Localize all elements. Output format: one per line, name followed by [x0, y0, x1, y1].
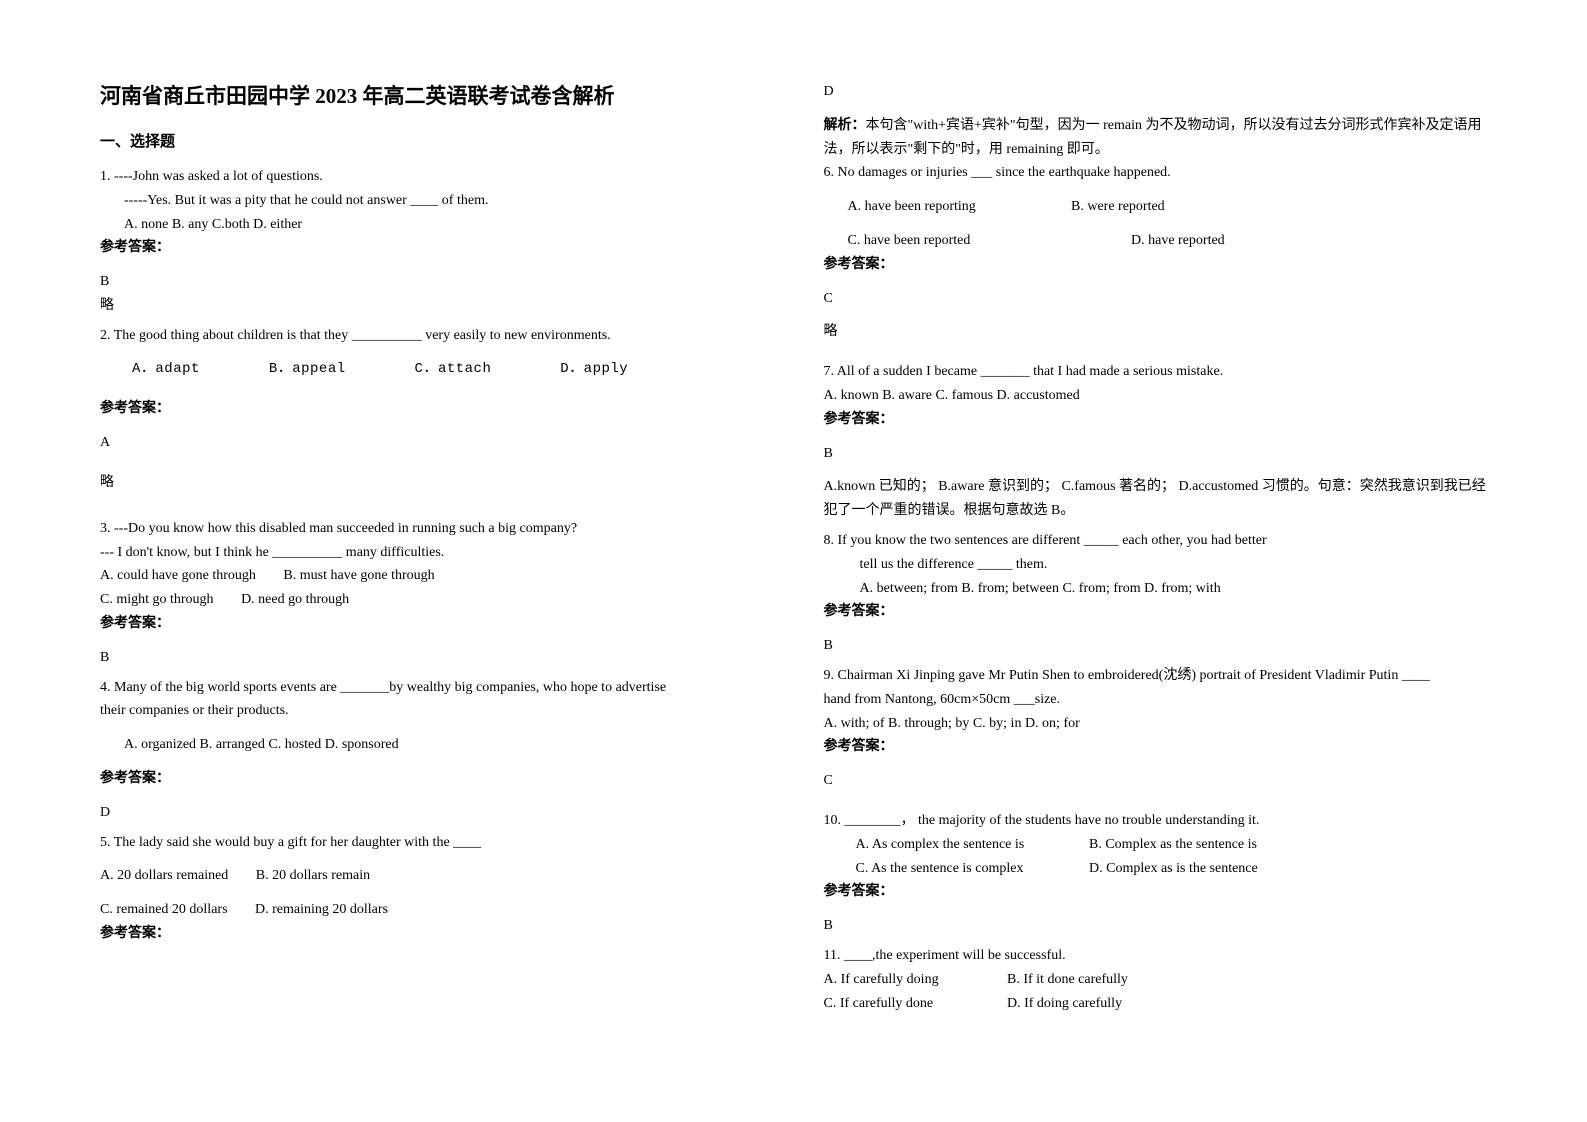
q5-opt-a: A. 20 dollars remained — [100, 864, 228, 888]
q9-line2: hand from Nantong, 60cm×50cm ___size. — [824, 688, 1488, 712]
q1-line2: -----Yes. But it was a pity that he coul… — [100, 189, 764, 213]
q10-options-row2: C. As the sentence is complex D. Complex… — [824, 857, 1488, 881]
q5-explain: 解析：本句含"with+宾语+宾补"句型，因为一 remain 为不及物动词，所… — [824, 114, 1488, 162]
question-7: 7. All of a sudden I became _______ that… — [824, 360, 1488, 523]
question-9: 9. Chairman Xi Jinping gave Mr Putin She… — [824, 664, 1488, 793]
q10-answer-label: 参考答案： — [824, 880, 1488, 904]
q4-line2: their companies or their products. — [100, 699, 764, 723]
q7-options: A. known B. aware C. famous D. accustome… — [824, 384, 1488, 408]
q3-answer-label: 参考答案： — [100, 612, 764, 636]
q4-answer: D — [100, 801, 764, 825]
q2-line1: 2. The good thing about children is that… — [100, 324, 764, 348]
q10-opt-a: A. As complex the sentence is — [856, 833, 1086, 857]
q6-answer: C — [824, 287, 1488, 311]
question-10: 10. ________， the majority of the studen… — [824, 809, 1488, 938]
q1-answer-label: 参考答案： — [100, 236, 764, 260]
q8-answer: B — [824, 634, 1488, 658]
q5-answer: D — [824, 80, 1488, 104]
left-column: 河南省商丘市田园中学 2023 年高二英语联考试卷含解析 一、选择题 1. --… — [100, 80, 764, 1021]
q10-opt-b: B. Complex as the sentence is — [1089, 837, 1257, 852]
q9-answer-label: 参考答案： — [824, 735, 1488, 759]
q4-options: A. organized B. arranged C. hosted D. sp… — [100, 733, 764, 757]
question-6: 6. No damages or injuries ___ since the … — [824, 161, 1488, 344]
q1-answer: B — [100, 270, 764, 294]
q8-line2: tell us the difference _____ them. — [824, 553, 1488, 577]
q4-line1: 4. Many of the big world sports events a… — [100, 676, 764, 700]
q9-answer: C — [824, 769, 1488, 793]
q6-options-row1: A. have been reporting B. were reported — [824, 195, 1488, 219]
q8-answer-label: 参考答案： — [824, 600, 1488, 624]
q5-options-row1: A. 20 dollars remained B. 20 dollars rem… — [100, 864, 764, 888]
q5-opt-d: D. remaining 20 dollars — [255, 898, 388, 922]
question-5: 5. The lady said she would buy a gift fo… — [100, 831, 764, 946]
q6-opt-d: D. have reported — [1131, 233, 1225, 248]
q2-options: A．adapt B．appeal C．attach D．apply — [100, 358, 764, 382]
q4-answer-label: 参考答案： — [100, 767, 764, 791]
question-4: 4. Many of the big world sports events a… — [100, 676, 764, 825]
q3-answer: B — [100, 646, 764, 670]
q11-opt-a: A. If carefully doing — [824, 968, 1004, 992]
q5-line1: 5. The lady said she would buy a gift fo… — [100, 831, 764, 855]
question-11: 11. ____,the experiment will be successf… — [824, 944, 1488, 1015]
q3-line1: 3. ---Do you know how this disabled man … — [100, 517, 764, 541]
q1-line1: 1. ----John was asked a lot of questions… — [100, 165, 764, 189]
q5-explain-label: 解析： — [824, 118, 866, 133]
q7-answer: B — [824, 442, 1488, 466]
q7-line1: 7. All of a sudden I became _______ that… — [824, 360, 1488, 384]
section-heading: 一、选择题 — [100, 130, 764, 151]
q10-options-row1: A. As complex the sentence is B. Complex… — [824, 833, 1488, 857]
question-2: 2. The good thing about children is that… — [100, 324, 764, 495]
q3-line2: --- I don't know, but I think he _______… — [100, 541, 764, 565]
q3-opt-a: A. could have gone through — [100, 564, 256, 588]
q1-note: 略 — [100, 294, 764, 318]
q5-options-row2: C. remained 20 dollars D. remaining 20 d… — [100, 898, 764, 922]
q2-answer: A — [100, 431, 764, 455]
q5-explain-text: 本句含"with+宾语+宾补"句型，因为一 remain 为不及物动词，所以没有… — [824, 118, 1482, 157]
q10-answer: B — [824, 914, 1488, 938]
q6-options-row2: C. have been reported D. have reported — [824, 229, 1488, 253]
q3-opt-c: C. might go through — [100, 588, 214, 612]
q3-options-row2: C. might go through D. need go through — [100, 588, 764, 612]
q2-note: 略 — [100, 471, 764, 495]
q6-line1: 6. No damages or injuries ___ since the … — [824, 161, 1488, 185]
q6-opt-b: B. were reported — [1071, 199, 1165, 214]
q8-line1: 8. If you know the two sentences are dif… — [824, 529, 1488, 553]
q11-options-row2: C. If carefully done D. If doing careful… — [824, 992, 1488, 1016]
q11-opt-b: B. If it done carefully — [1007, 972, 1128, 987]
q2-answer-label: 参考答案： — [100, 397, 764, 421]
q7-explain: A.known 已知的； B.aware 意识到的； C.famous 著名的；… — [824, 475, 1488, 523]
question-3: 3. ---Do you know how this disabled man … — [100, 517, 764, 670]
q3-opt-b: B. must have gone through — [283, 564, 434, 588]
q2-opt-b: B．appeal — [269, 358, 346, 382]
q6-opt-a: A. have been reporting — [848, 195, 1068, 219]
q10-opt-c: C. As the sentence is complex — [856, 857, 1086, 881]
q10-line1: 10. ________， the majority of the studen… — [824, 809, 1488, 833]
q2-opt-a: A．adapt — [132, 358, 200, 382]
question-8: 8. If you know the two sentences are dif… — [824, 529, 1488, 658]
q3-options-row1: A. could have gone through B. must have … — [100, 564, 764, 588]
q11-opt-c: C. If carefully done — [824, 992, 1004, 1016]
q2-opt-c: C．attach — [415, 358, 492, 382]
document-title: 河南省商丘市田园中学 2023 年高二英语联考试卷含解析 — [100, 80, 764, 110]
q11-line1: 11. ____,the experiment will be successf… — [824, 944, 1488, 968]
page-columns: 河南省商丘市田园中学 2023 年高二英语联考试卷含解析 一、选择题 1. --… — [100, 80, 1487, 1021]
q3-opt-d: D. need go through — [241, 588, 349, 612]
right-column: D 解析：本句含"with+宾语+宾补"句型，因为一 remain 为不及物动词… — [824, 80, 1488, 1021]
q6-answer-label: 参考答案： — [824, 253, 1488, 277]
q6-note: 略 — [824, 320, 1488, 344]
q5-opt-c: C. remained 20 dollars — [100, 898, 228, 922]
q9-line1: 9. Chairman Xi Jinping gave Mr Putin She… — [824, 664, 1488, 688]
q1-options: A. none B. any C.both D. either — [100, 213, 764, 237]
q5-opt-b: B. 20 dollars remain — [256, 864, 370, 888]
q10-opt-d: D. Complex as is the sentence — [1089, 861, 1258, 876]
q2-opt-d: D．apply — [560, 358, 628, 382]
q11-options-row1: A. If carefully doing B. If it done care… — [824, 968, 1488, 992]
question-1: 1. ----John was asked a lot of questions… — [100, 165, 764, 318]
q7-answer-label: 参考答案： — [824, 408, 1488, 432]
q6-opt-c: C. have been reported — [848, 229, 1128, 253]
q8-options: A. between; from B. from; between C. fro… — [824, 577, 1488, 601]
q9-options: A. with; of B. through; by C. by; in D. … — [824, 712, 1488, 736]
q11-opt-d: D. If doing carefully — [1007, 996, 1122, 1011]
q5-answer-label: 参考答案： — [100, 922, 764, 946]
